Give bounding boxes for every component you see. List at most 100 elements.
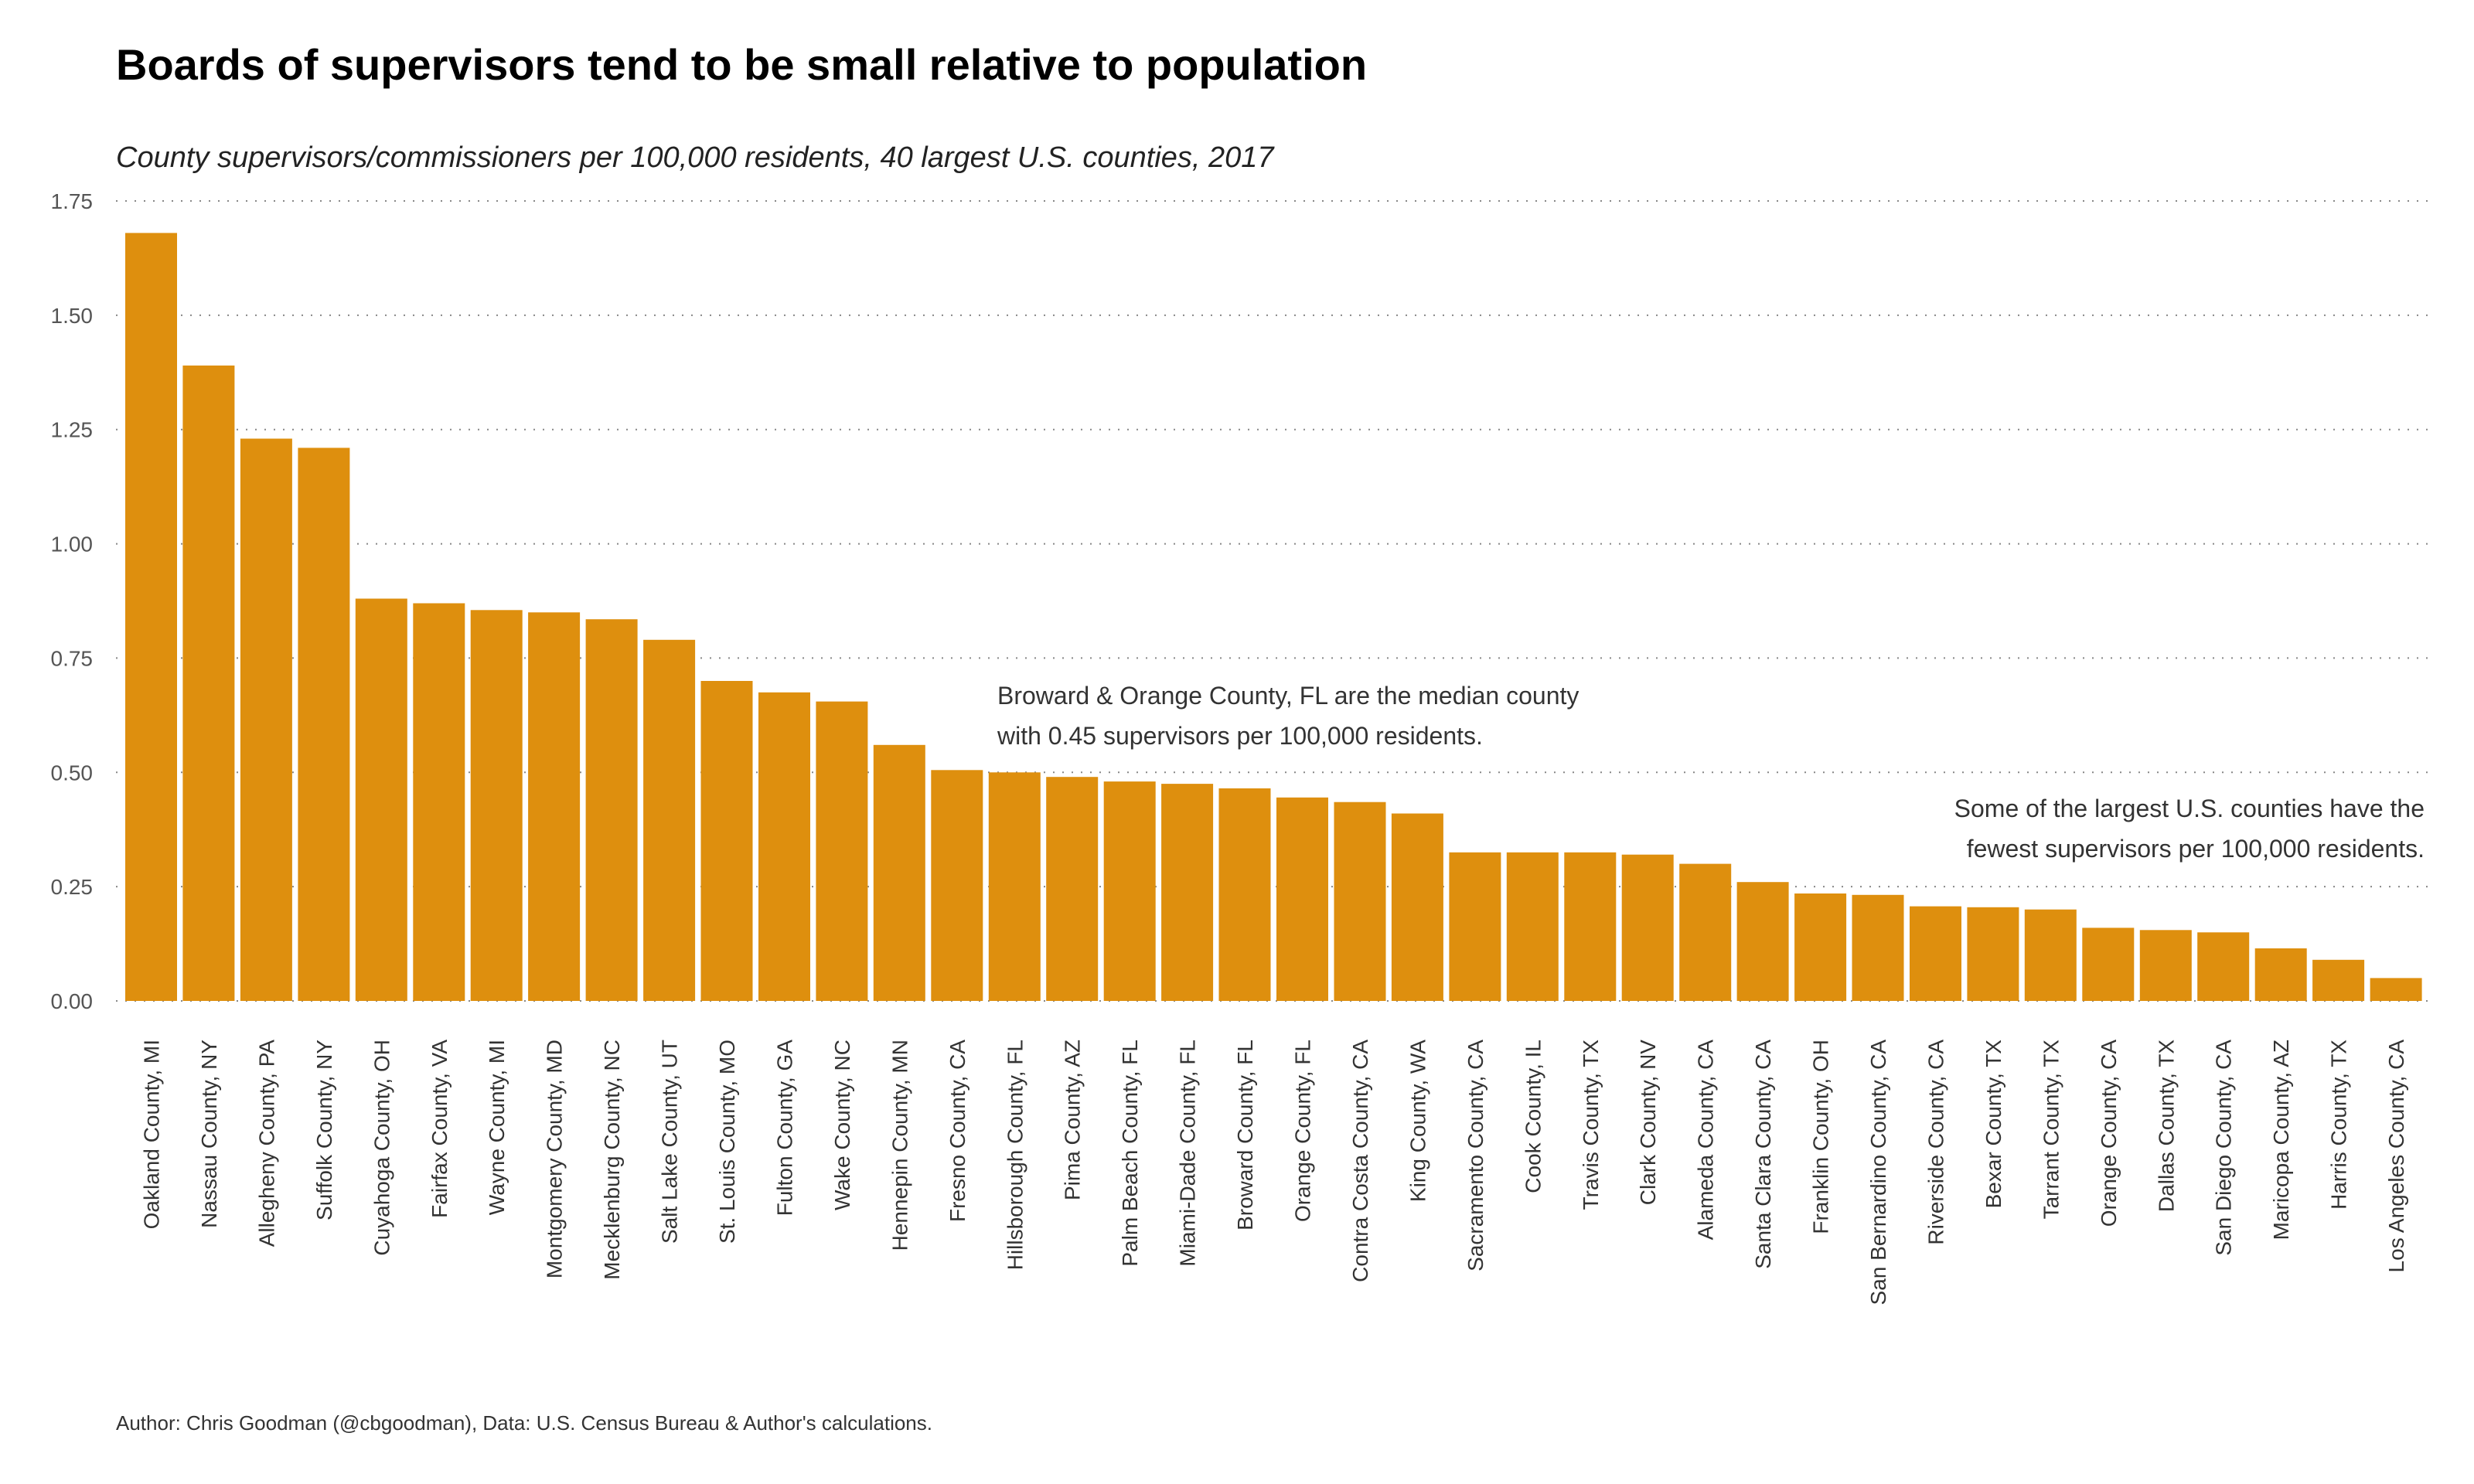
x-axis-label: Miami-Dade County, FL (1176, 1040, 1200, 1267)
bar (988, 772, 1041, 1001)
bars (125, 233, 2422, 1001)
bar (2139, 930, 2192, 1001)
bar (1794, 893, 1847, 1001)
x-axis-label: Contra Costa County, CA (1348, 1040, 1372, 1282)
bar (1910, 906, 1961, 1001)
y-tick-label: 0.75 (51, 646, 94, 670)
x-axis-label: Clark County, NV (1636, 1040, 1660, 1206)
chart-caption: Author: Chris Goodman (@cbgoodman), Data… (116, 1411, 932, 1435)
x-axis-label: Fresno County, CA (946, 1040, 969, 1222)
x-axis-label: Wayne County, MI (485, 1040, 509, 1215)
x-axis-label: Franklin County, OH (1809, 1040, 1833, 1234)
x-axis-label: Bexar County, TX (1982, 1040, 2005, 1209)
bar (1103, 781, 1156, 1001)
y-axis-ticks: 0.00 0.25 0.50 0.75 1.00 1.25 1.50 1.75 (51, 189, 94, 1013)
bar (182, 365, 235, 1001)
x-axis-label: St. Louis County, MO (715, 1040, 739, 1244)
bar (125, 233, 177, 1001)
median-annotation-line-1: Broward & Orange County, FL are the medi… (997, 682, 1579, 710)
chart-title: Boards of supervisors tend to be small r… (116, 40, 1367, 89)
x-axis-label: Fulton County, GA (773, 1040, 797, 1217)
bar (1161, 784, 1214, 1001)
bar (1276, 797, 1328, 1001)
bar (413, 603, 465, 1001)
bar (2370, 978, 2422, 1001)
y-tick-label: 0.00 (51, 989, 94, 1013)
bar (1621, 854, 1674, 1001)
y-tick-label: 1.25 (51, 418, 94, 442)
bar (1334, 802, 1386, 1001)
x-axis-label: San Bernardino County, CA (1866, 1040, 1890, 1305)
bar (1391, 813, 1443, 1001)
x-axis-label: Sacramento County, CA (1464, 1040, 1487, 1271)
x-axis-label: Dallas County, TX (2154, 1040, 2178, 1212)
x-axis-label: Maricopa County, AZ (2269, 1040, 2293, 1240)
bar (1679, 863, 1732, 1001)
bar (1967, 907, 2019, 1001)
x-axis-label: Broward County, FL (1233, 1040, 1257, 1230)
x-axis-label: Travis County, TX (1579, 1040, 1603, 1210)
bar (1564, 852, 1617, 1001)
bar (528, 612, 581, 1001)
bar (1736, 882, 1789, 1001)
bar (758, 692, 810, 1001)
x-axis-label: Riverside County, CA (1924, 1040, 1948, 1245)
bar (700, 681, 753, 1001)
x-axis-label: Santa Clara County, CA (1751, 1040, 1775, 1269)
largest-counties-annotation-line-2: fewest supervisors per 100,000 residents… (1967, 835, 2425, 863)
bar (816, 701, 868, 1001)
bar (2082, 928, 2135, 1001)
bar (355, 598, 407, 1001)
x-axis-label: Hennepin County, MN (888, 1040, 912, 1251)
bar (2254, 948, 2307, 1001)
bar (585, 619, 638, 1001)
x-axis-label: Oakland County, MI (140, 1040, 164, 1229)
bar (643, 639, 696, 1001)
y-tick-label: 1.50 (51, 304, 94, 328)
x-axis-label: Cook County, IL (1521, 1040, 1545, 1193)
x-axis-label: Orange County, CA (2097, 1040, 2121, 1227)
bar (873, 744, 925, 1001)
x-axis-label: Fairfax County, VA (428, 1040, 452, 1218)
y-tick-label: 0.25 (51, 875, 94, 899)
x-axis-label: Cuyahoga County, OH (370, 1040, 394, 1256)
gridlines (116, 200, 2435, 1002)
bar (1852, 894, 1904, 1001)
x-axis-label: Tarrant County, TX (2039, 1040, 2063, 1220)
x-axis-label: Los Angeles County, CA (2384, 1040, 2408, 1273)
median-annotation-line-2: with 0.45 supervisors per 100,000 reside… (997, 722, 1483, 750)
x-axis-label: Alameda County, CA (1694, 1040, 1718, 1241)
x-axis-label: Salt Lake County, UT (658, 1040, 682, 1244)
x-axis-label: Mecklenburg County, NC (600, 1040, 624, 1280)
bar (2312, 959, 2365, 1001)
y-tick-label: 1.00 (51, 533, 94, 556)
x-axis-label: Harris County, TX (2327, 1040, 2351, 1210)
x-axis-label: Orange County, FL (1291, 1040, 1315, 1222)
x-axis-label: San Diego County, CA (2212, 1040, 2236, 1256)
x-axis-label: Hillsborough County, FL (1003, 1040, 1027, 1270)
bar (2197, 932, 2250, 1001)
y-tick-label: 1.75 (51, 189, 94, 213)
bar (240, 438, 292, 1001)
bar (1046, 777, 1099, 1001)
bar (931, 770, 983, 1001)
x-axis-label: Pima County, AZ (1061, 1040, 1085, 1200)
x-axis-label: Suffolk County, NY (312, 1040, 336, 1220)
bar (1506, 852, 1559, 1001)
y-tick-label: 0.50 (51, 761, 94, 785)
x-axis-label: Montgomery County, MD (543, 1040, 567, 1278)
chart-subtitle: County supervisors/commissioners per 100… (116, 141, 1275, 174)
largest-counties-annotation-line-1: Some of the largest U.S. counties have t… (1954, 795, 2425, 822)
x-axis-label: Palm Beach County, FL (1118, 1040, 1142, 1267)
bar (1449, 852, 1501, 1001)
bar (2024, 909, 2077, 1001)
bar (1218, 788, 1271, 1001)
x-axis-label: King County, WA (1406, 1040, 1430, 1202)
x-axis-labels: Oakland County, MI Nassau County, NY Alleg… (140, 1040, 2409, 1305)
x-axis-label: Wake County, NC (830, 1040, 854, 1210)
x-axis-label: Allegheny County, PA (254, 1040, 278, 1247)
x-axis-label: Nassau County, NY (197, 1040, 221, 1228)
bar (470, 610, 523, 1001)
bar (298, 448, 350, 1001)
